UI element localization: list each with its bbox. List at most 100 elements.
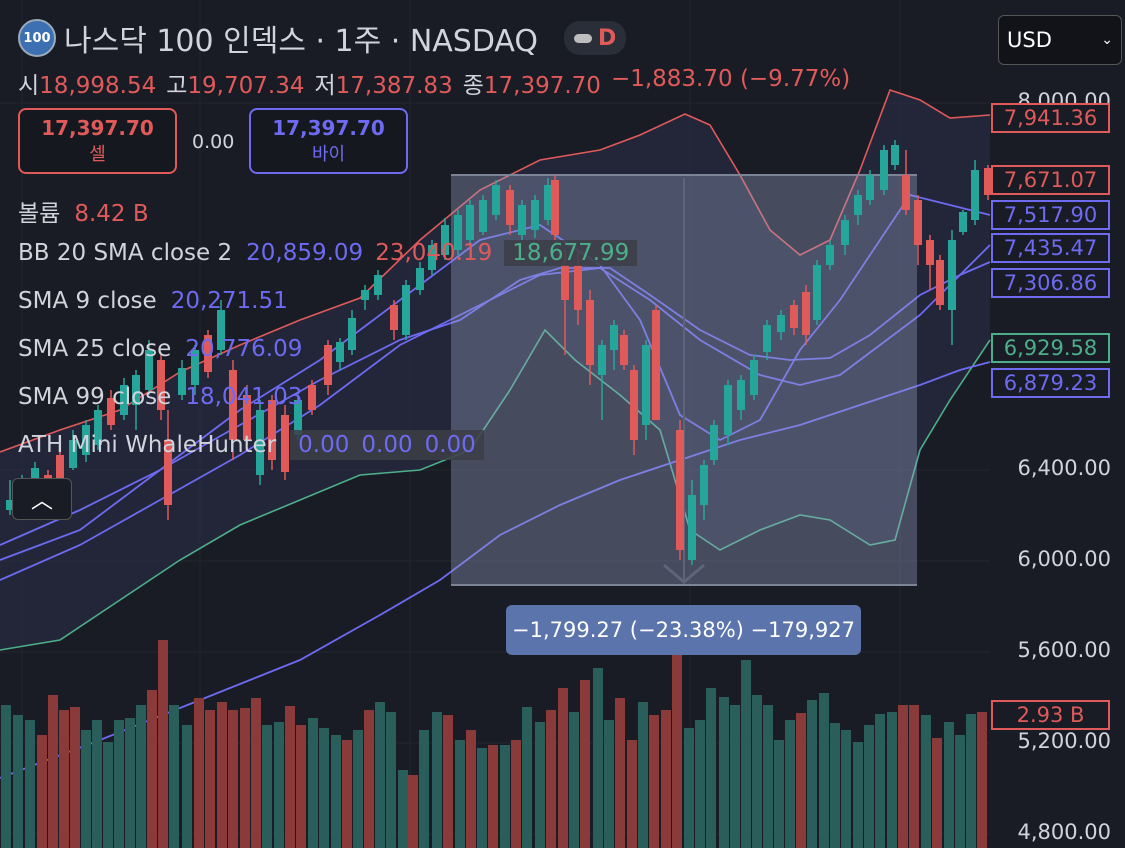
candle-body [841, 220, 849, 245]
candle-body [948, 240, 956, 310]
candle-body [790, 305, 798, 328]
candle-body [610, 325, 618, 350]
spread-value: 0.00 [192, 131, 235, 153]
volume-bar [158, 640, 168, 848]
candle-body [268, 400, 276, 460]
buy-price: 17,397.70 [272, 116, 385, 140]
legend-sma9[interactable]: SMA 9 close 20,271.51 [18, 288, 288, 314]
volume-bar [125, 718, 135, 848]
volume-bar [217, 702, 227, 848]
candle-body [676, 430, 684, 550]
volume-bar [684, 728, 694, 848]
price-tag-bb-basis: 7,306.86 [991, 268, 1110, 298]
volume-bar [932, 738, 942, 848]
volume-bar [522, 707, 532, 848]
chevron-down-icon: ⌄ [1101, 32, 1113, 48]
candle-body [402, 285, 410, 335]
sell-label: 셀 [89, 144, 106, 165]
buy-button[interactable]: 17,397.70 바이 [249, 108, 408, 174]
low-key: 저 [314, 73, 336, 99]
sma9-value: 20,271.51 [170, 288, 288, 314]
bb-lower-value: 18,677.99 [504, 240, 638, 266]
volume-bar [966, 714, 976, 848]
status-pill[interactable]: D [564, 21, 627, 55]
candle-body [120, 385, 128, 415]
volume-bar [25, 720, 35, 848]
volume-bar [228, 710, 238, 848]
candle-body [544, 185, 552, 220]
candle-body [531, 200, 539, 230]
currency-select[interactable]: USD ⌄ [998, 15, 1122, 65]
legend-volume[interactable]: 볼륨 8.42 B [18, 194, 149, 228]
sma9-line [0, 193, 991, 561]
candle-body [813, 265, 821, 320]
candle-body [374, 275, 382, 295]
sma99-label: SMA 99 close [18, 384, 172, 410]
volume-bar [500, 745, 510, 848]
volume-bar [604, 720, 614, 848]
volume-bar [342, 740, 352, 848]
volume-bar [615, 698, 625, 848]
volume-bar [909, 705, 919, 848]
candle-body [620, 335, 628, 365]
volume-tag: 2.93 B [991, 700, 1110, 730]
candle-body [428, 245, 436, 270]
price-tag-sma25: 7,435.47 [991, 233, 1110, 263]
volume-bar [558, 688, 568, 848]
sma99-line [0, 361, 991, 779]
volume-bar [70, 707, 80, 848]
volume-bar [477, 748, 487, 848]
volume-bar [977, 712, 987, 848]
volume-bar [364, 710, 374, 848]
candle-body [652, 310, 660, 420]
candle-body [479, 200, 487, 232]
candle-body [866, 175, 874, 200]
candle-body [69, 440, 77, 468]
volume-bar [841, 730, 851, 848]
candle-body [178, 368, 186, 395]
symbol-title[interactable]: 나스닥 100 인덱스 · 1주 · NASDAQ [64, 24, 539, 59]
candle-body [750, 360, 758, 395]
ath-label: ATH Mini WhaleHunter [18, 432, 277, 458]
legend-sma99[interactable]: SMA 99 close 18,041.03 [18, 384, 302, 410]
candle-body [107, 398, 115, 425]
ath-value-1: 0.00 [298, 432, 350, 458]
volume-bar [752, 695, 762, 848]
legend-sma25[interactable]: SMA 25 close 20,776.09 [18, 336, 302, 362]
volume-bar [898, 705, 908, 848]
volume-bar [114, 720, 124, 848]
volume-bar [706, 688, 716, 848]
legend-bb[interactable]: BB 20 SMA close 2 20,859.09 23,040.19 18,67… [18, 240, 638, 266]
candle-body [700, 465, 708, 505]
axis-tick-5200: 5,200.00 [1017, 729, 1111, 753]
volume-bar [638, 702, 648, 848]
pill-letter: D [598, 25, 617, 51]
volume-bar [672, 640, 682, 848]
collapse-legend-button[interactable]: ︿ [12, 478, 72, 520]
candle-body [390, 305, 398, 330]
volume-label: 볼륨 [18, 201, 61, 227]
legend-ath[interactable]: ATH Mini WhaleHunter 0.00 0.00 0.00 [18, 430, 484, 460]
sma25-label: SMA 25 close [18, 336, 172, 362]
candle-body [891, 145, 899, 165]
sell-price: 17,397.70 [41, 116, 154, 140]
axis-tick-4800: 4,800.00 [1017, 820, 1111, 844]
symbol-header: 100 나스닥 100 인덱스 · 1주 · NASDAQ D [18, 14, 627, 62]
volume-bar [13, 715, 23, 848]
volume-bar [580, 680, 590, 848]
candle-body [936, 260, 944, 305]
candle-body [308, 385, 316, 410]
ohlc-row: 시18,998.54 고19,707.34 저17,387.83 종17,397… [18, 66, 850, 100]
candle-body [132, 375, 140, 405]
volume-bar [48, 695, 58, 848]
ath-value-2: 0.00 [361, 432, 413, 458]
candle-body [94, 410, 102, 445]
bb-lower-line [0, 328, 991, 651]
bb-upper-value: 23,040.19 [375, 240, 493, 266]
minus-icon [574, 33, 593, 43]
sell-button[interactable]: 17,397.70 셀 [18, 108, 177, 174]
candle-body [551, 180, 559, 235]
volume-bar [661, 710, 671, 848]
sma99-value: 18,041.03 [185, 384, 303, 410]
